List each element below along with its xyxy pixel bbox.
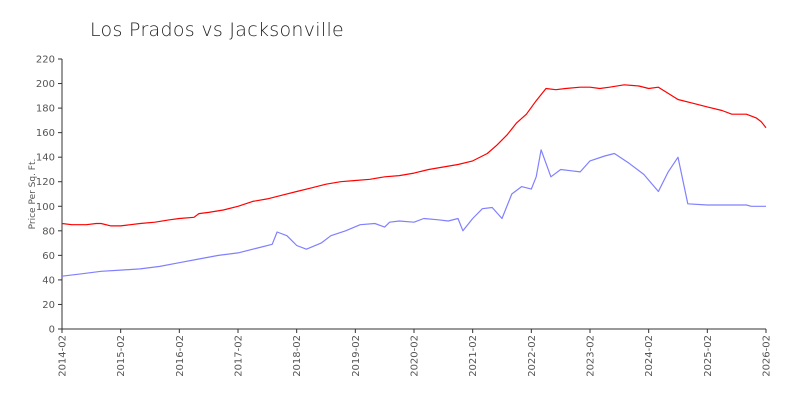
y-tick-label: 200 (36, 79, 55, 90)
y-tick-label: 220 (36, 55, 55, 66)
y-axis-label: Price Per Sq. Ft. (28, 159, 38, 230)
y-tick-label: 0 (49, 325, 55, 336)
y-tick-label: 160 (36, 128, 55, 139)
series-line-2 (61, 149, 766, 277)
y-tick-label: 20 (42, 300, 55, 311)
y-tick-label: 180 (36, 104, 55, 115)
x-tick-label: 2024-02 (644, 335, 655, 377)
x-tick-label: 2020-02 (410, 335, 421, 377)
x-tick-label: 2023-02 (586, 335, 597, 377)
series-layer (61, 84, 767, 277)
y-tick-label: 40 (42, 275, 55, 286)
y-tick-label: 80 (42, 226, 55, 237)
y-tick-label: 140 (36, 153, 55, 164)
axes: 0 20 40 60 80 100 120 140 160 180 200 220 2014-02 201… (28, 55, 773, 377)
x-tick-label: 2022-02 (527, 335, 538, 377)
x-tick-label: 2017-02 (234, 335, 245, 377)
x-tick-label: 2015-02 (116, 335, 127, 377)
x-tick-label: 2018-02 (292, 335, 303, 377)
y-tick-label: 120 (36, 177, 55, 188)
x-tick-label: 2016-02 (175, 335, 186, 377)
x-tick-label: 2025-02 (703, 335, 714, 377)
y-tick-label: 100 (36, 202, 55, 213)
x-tick-label: 2019-02 (351, 335, 362, 377)
x-tick-label: 2021-02 (468, 335, 479, 377)
y-tick-label: 60 (42, 251, 55, 262)
chart-title: Los Prados vs Jacksonville (90, 19, 345, 41)
x-tick-label: 2014-02 (58, 335, 69, 377)
series-line-1 (61, 84, 767, 227)
x-tick-label: 2026-02 (762, 335, 773, 377)
